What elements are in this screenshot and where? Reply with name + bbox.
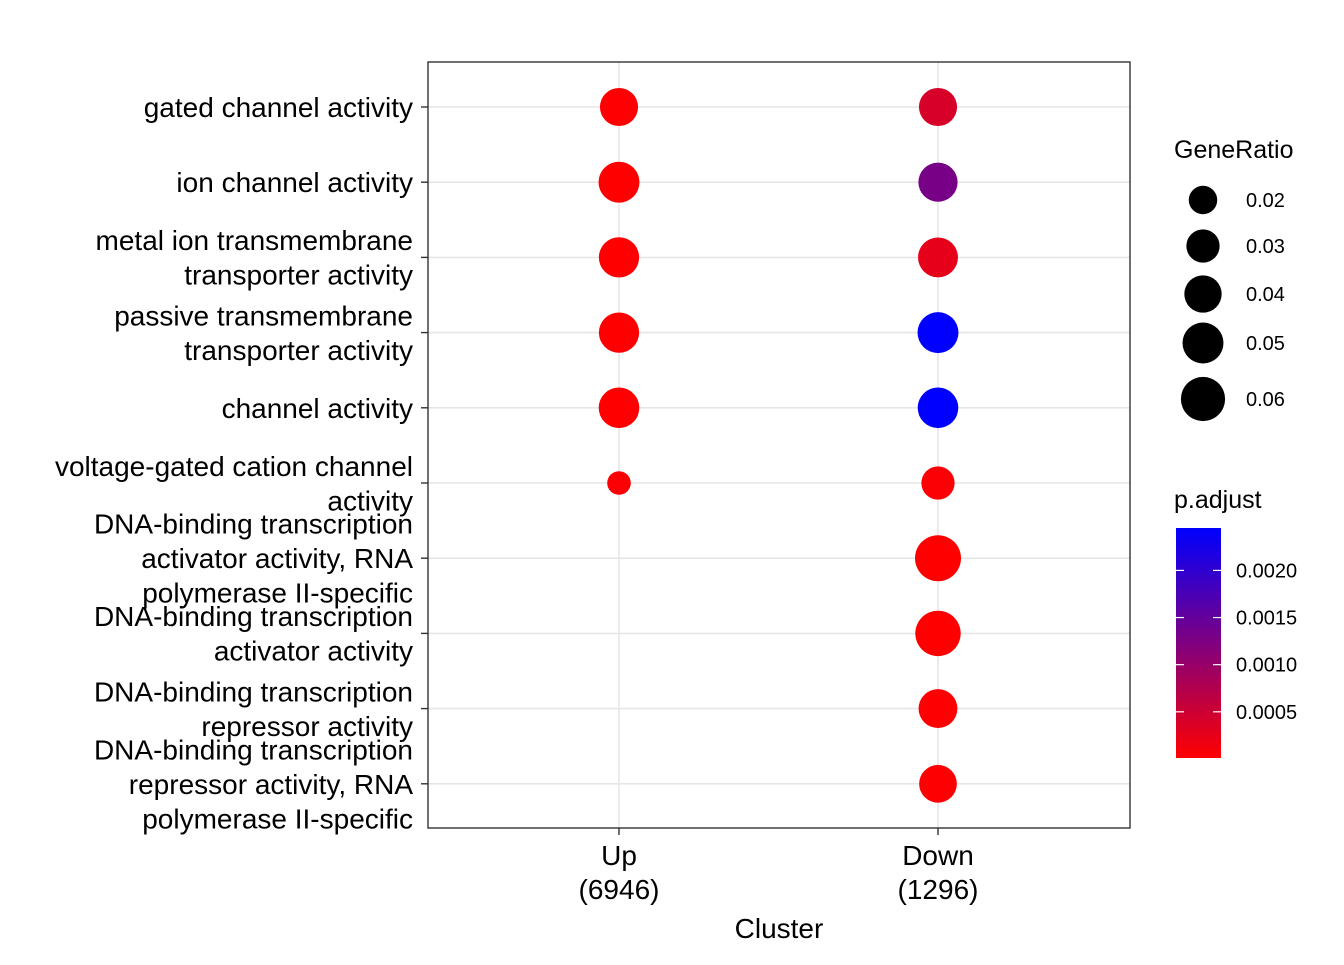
- y-tick-label-line: voltage-gated cation channel: [55, 451, 413, 482]
- data-point: [921, 466, 955, 500]
- size-legend-label: 0.02: [1246, 190, 1285, 212]
- x-tick-label: Down (1296): [898, 840, 979, 905]
- size-legend-key: [1188, 185, 1218, 215]
- y-tick-label: metal ion transmembrane transporter activ…: [96, 225, 413, 291]
- x-axis-title: Cluster: [735, 913, 824, 944]
- data-point: [915, 610, 961, 657]
- color-scale-bar: [1176, 528, 1221, 758]
- data-point: [917, 312, 959, 354]
- color-legend-label: 0.0020: [1236, 560, 1297, 582]
- data-point: [915, 535, 961, 582]
- y-tick-label: voltage-gated cation channel activity: [55, 451, 413, 517]
- data-points: [598, 87, 961, 803]
- y-tick-label-line: activator activity, RNA: [141, 543, 413, 574]
- size-legend-label: 0.06: [1246, 389, 1285, 411]
- size-legend: GeneRatio 0.02 0.03 0.04 0.05 0.06: [1174, 136, 1294, 422]
- y-tick-label-line: DNA-binding transcription: [94, 601, 413, 632]
- y-tick-label-line: passive transmembrane: [114, 300, 413, 331]
- x-tick-label: Up (6946): [579, 840, 660, 905]
- data-point: [598, 161, 640, 203]
- data-point: [598, 387, 640, 429]
- x-tick-label-line: Up: [601, 840, 637, 871]
- size-legend-key: [1186, 229, 1220, 263]
- size-legend-key: [1182, 322, 1224, 364]
- color-legend-label: 0.0015: [1236, 608, 1297, 630]
- size-legend-key: [1184, 275, 1222, 313]
- data-point: [918, 237, 958, 278]
- y-tick-label: DNA-binding transcription activator activ…: [94, 509, 413, 609]
- color-legend: p.adjust 0.0005 0.0010 0.0015 0.0020: [1174, 486, 1297, 758]
- y-tick-label-line: DNA-binding transcription: [94, 734, 413, 765]
- y-axis: gated channel activity ion channel activi…: [55, 92, 428, 834]
- y-tick-label-line: gated channel activity: [144, 92, 413, 123]
- y-tick-label: gated channel activity: [144, 92, 413, 123]
- y-tick-label: ion channel activity: [176, 167, 413, 198]
- y-tick-label-line: polymerase II-specific: [142, 578, 413, 609]
- grid-lines: [428, 62, 1130, 828]
- y-tick-label: DNA-binding transcription repressor activ…: [94, 676, 413, 742]
- y-tick-label-line: metal ion transmembrane: [96, 225, 413, 256]
- x-tick-label-line: Down: [902, 840, 974, 871]
- plot-panel-border: [427, 61, 1131, 829]
- data-point: [599, 87, 639, 127]
- y-tick-label-line: channel activity: [222, 393, 413, 424]
- y-tick-label-line: DNA-binding transcription: [94, 509, 413, 540]
- data-point: [918, 162, 958, 202]
- size-legend-label: 0.04: [1246, 284, 1285, 306]
- size-legend-title: GeneRatio: [1174, 136, 1294, 164]
- data-point: [918, 689, 958, 729]
- y-tick-label-line: polymerase II-specific: [142, 803, 413, 834]
- data-point: [918, 87, 958, 127]
- data-point: [598, 237, 640, 278]
- y-tick-label-line: ion channel activity: [176, 167, 413, 198]
- color-legend-label: 0.0010: [1236, 655, 1297, 677]
- size-legend-label: 0.03: [1246, 236, 1285, 258]
- size-legend-key: [1180, 376, 1226, 422]
- data-point: [917, 387, 959, 429]
- color-legend-title: p.adjust: [1174, 486, 1262, 514]
- y-tick-label-line: repressor activity: [201, 711, 413, 742]
- x-axis: Up (6946) Down (1296): [579, 828, 979, 905]
- color-legend-label: 0.0005: [1236, 702, 1297, 724]
- y-tick-label-line: transporter activity: [184, 260, 413, 291]
- data-point: [598, 312, 640, 353]
- y-tick-label: passive transmembrane transporter activit…: [114, 300, 413, 366]
- y-tick-label: DNA-binding transcription activator activ…: [94, 601, 413, 667]
- y-tick-label: DNA-binding transcription repressor activ…: [94, 734, 413, 834]
- y-tick-label-line: repressor activity, RNA: [129, 769, 414, 800]
- size-legend-label: 0.05: [1246, 333, 1285, 355]
- y-tick-label-line: activity: [327, 485, 413, 516]
- data-point: [607, 471, 631, 495]
- x-tick-label-line: (6946): [579, 874, 660, 905]
- y-tick-label-line: DNA-binding transcription: [94, 676, 413, 707]
- y-tick-label-line: transporter activity: [184, 335, 413, 366]
- y-tick-label-line: activator activity: [214, 636, 413, 667]
- y-tick-label: channel activity: [222, 393, 413, 424]
- x-tick-label-line: (1296): [898, 874, 979, 905]
- data-point: [919, 764, 957, 803]
